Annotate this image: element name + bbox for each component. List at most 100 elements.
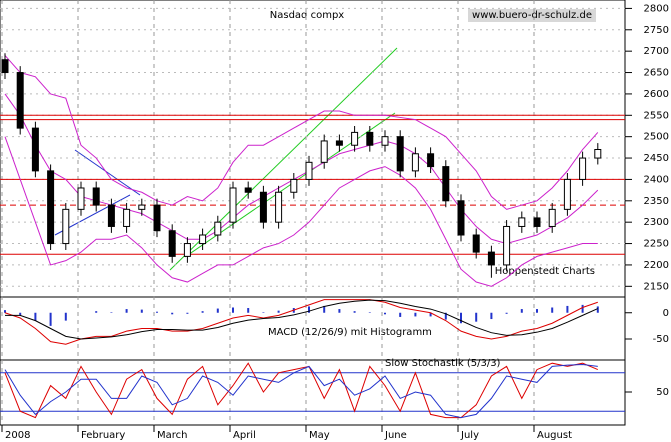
histogram-bar (475, 312, 478, 322)
series-line (4, 299, 598, 345)
y-tick-label: 2150 (644, 281, 669, 292)
y-tick-label: 2800 (644, 3, 669, 14)
series-line (4, 136, 598, 287)
histogram-bar (277, 310, 280, 313)
histogram-bar (247, 308, 250, 313)
histogram-bar (353, 311, 356, 313)
candle-body (442, 166, 450, 202)
chart-title: Nasdaq compx (270, 10, 345, 21)
candle-body (275, 191, 283, 223)
candle-body (107, 204, 115, 227)
candle-body (533, 217, 541, 227)
candle-body (305, 161, 313, 180)
histogram-bar (429, 312, 432, 317)
candle-body (199, 234, 207, 245)
source-box (468, 9, 596, 22)
x-tick-label: August (537, 430, 572, 441)
histogram-bar (505, 312, 508, 314)
candle-body (92, 187, 100, 206)
candle-body (351, 131, 359, 146)
x-tick-label: 2008 (5, 430, 30, 441)
histogram-bar (49, 312, 52, 326)
trend-line (74, 149, 141, 196)
series-line (4, 362, 598, 419)
x-tick-label: May (309, 430, 330, 441)
histogram-bar (414, 312, 417, 317)
histogram-bar (399, 312, 402, 317)
histogram-bar (490, 312, 493, 320)
candle-body (123, 208, 131, 227)
series-line (4, 55, 599, 210)
histogram-bar (384, 312, 386, 315)
candle-body (594, 149, 602, 159)
candle-body (427, 153, 435, 168)
histogram-bar (186, 312, 189, 314)
candle-body (168, 230, 176, 257)
histogram-bar (95, 311, 98, 313)
x-tick-label: June (384, 430, 407, 441)
histogram-bar (262, 312, 265, 313)
x-tick-label: March (157, 430, 187, 441)
histogram-bar (368, 312, 371, 313)
histogram-bar (64, 312, 67, 321)
histogram-bar (110, 312, 113, 313)
candle-body (548, 208, 556, 227)
y-tick-label: 0 (663, 308, 669, 319)
histogram-bar (596, 306, 599, 313)
x-tick-label: July (460, 430, 479, 441)
trend-channel (169, 47, 398, 271)
histogram-bar (460, 312, 462, 324)
panel-label: MACD (12/26/9) mit Histogramm (268, 327, 432, 338)
histogram-bar (171, 312, 174, 315)
y-tick-label: 2550 (644, 110, 669, 121)
histogram-bar (4, 310, 6, 313)
candle-body (153, 204, 161, 232)
histogram-bar (520, 309, 523, 313)
series-line (4, 363, 598, 419)
source: www.buero-dr-schulz.de (472, 10, 592, 21)
candle-body (214, 221, 222, 236)
candle-body (77, 187, 85, 210)
panel-label: Slow Stochastik (5/3/3) (385, 358, 501, 369)
candle-body (16, 72, 24, 129)
candle-body (487, 251, 495, 266)
candle-body (31, 127, 39, 172)
candle-body (335, 140, 343, 146)
candle-body (503, 225, 511, 266)
candle-body (381, 136, 389, 146)
histogram-bar (34, 312, 37, 321)
histogram-bar (19, 312, 22, 316)
histogram-bar (232, 307, 234, 313)
histogram-bar (536, 309, 538, 313)
candle-body (366, 131, 374, 146)
histogram-bar (201, 311, 204, 313)
histogram-bar (338, 309, 341, 313)
y-tick-label: 2350 (644, 196, 669, 207)
candle-body (244, 187, 252, 193)
y-tick-label: 2450 (644, 153, 669, 164)
candle-body (138, 204, 146, 210)
candle-body (518, 217, 526, 227)
y-tick-label: 2400 (644, 174, 669, 185)
histogram-bar (156, 311, 158, 313)
y-tick-label: 2500 (644, 132, 669, 143)
candle-body (229, 187, 237, 223)
y-tick-label: 2700 (644, 46, 669, 57)
y-tick-label: 2300 (644, 217, 669, 228)
y-tick-label: 2650 (644, 68, 669, 79)
histogram-bar (125, 309, 128, 313)
y-tick-label: 2750 (644, 25, 669, 36)
y-tick-label: 2600 (644, 89, 669, 100)
y-tick-label: -50 (653, 334, 669, 345)
x-tick-label: February (81, 430, 125, 441)
candle-body (411, 153, 419, 172)
candle-body (1, 59, 9, 74)
candle-body (472, 234, 480, 253)
candle-body (259, 191, 267, 223)
candle-body (563, 178, 571, 210)
series-line (5, 299, 599, 340)
x-tick-label: April (233, 430, 256, 441)
candle-body (457, 200, 465, 236)
